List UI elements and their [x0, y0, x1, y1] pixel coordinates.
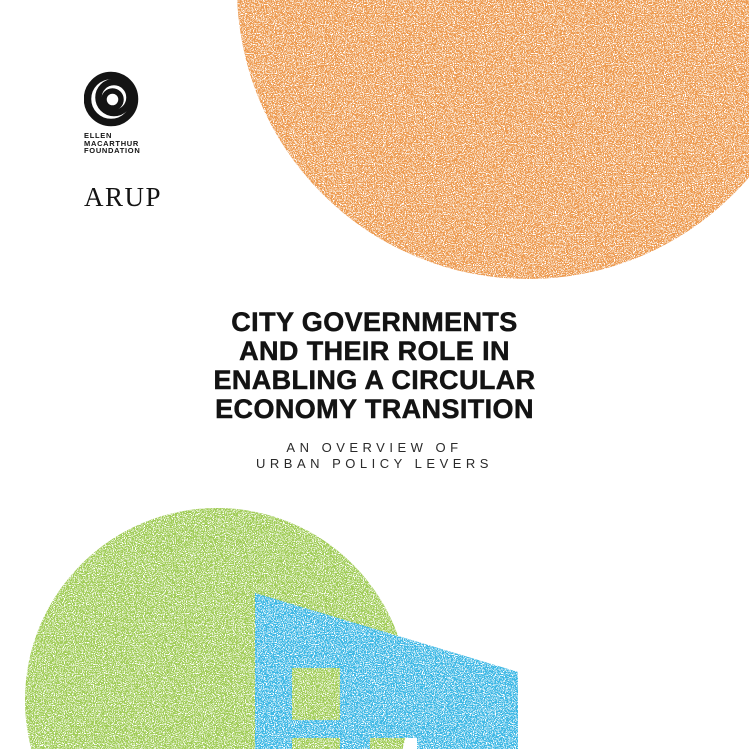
emf-wordmark-line: ELLEN [84, 131, 113, 140]
report-subtitle-line: URBAN POLICY LEVERS [256, 456, 493, 471]
orange-circle-texture [237, 0, 749, 279]
report-title-line: ECONOMY TRANSITION [215, 394, 534, 424]
arup-logo: ARUP [84, 182, 163, 212]
report-title: CITY GOVERNMENTS AND THEIR ROLE IN ENABL… [0, 307, 749, 424]
report-subtitle-line: AN OVERVIEW OF [286, 440, 463, 455]
green-circle-texture [25, 508, 409, 749]
emf-wordmark-line: MACARTHUR [84, 138, 140, 148]
blue-building-shape [255, 593, 518, 749]
emf-logo-ring-outer [84, 71, 139, 127]
ellen-macarthur-foundation-logo-icon [84, 71, 139, 127]
emf-wordmark-line: FOUNDATION [84, 146, 141, 156]
emf-logo-ring-inner [101, 88, 124, 111]
report-title-line: AND THEIR ROLE IN [239, 336, 510, 366]
report-title-line: ENABLING A CIRCULAR [213, 365, 536, 395]
report-title-line: CITY GOVERNMENTS [231, 307, 518, 337]
emf-logo-ring-middle [95, 78, 133, 117]
report-subtitle: AN OVERVIEW OF URBAN POLICY LEVERS [0, 440, 749, 472]
emf-brand-block: ELLEN MACARTHUR FOUNDATION [84, 71, 140, 155]
emf-wordmark: ELLEN MACARTHUR FOUNDATION [84, 132, 140, 155]
